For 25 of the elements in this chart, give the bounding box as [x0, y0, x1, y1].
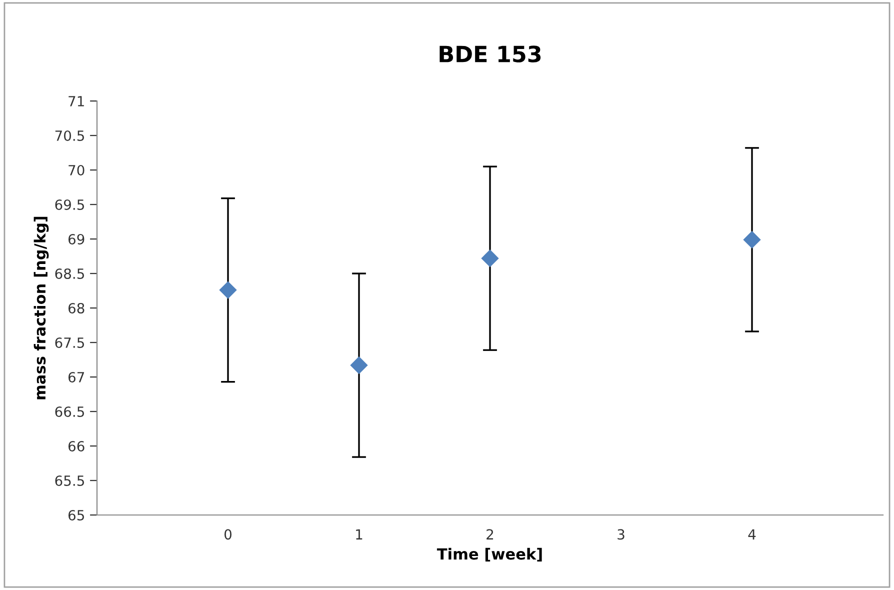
chart-title: BDE 153: [440, 46, 541, 62]
y-tick-label: 65.5: [55, 475, 84, 486]
point: [219, 282, 237, 299]
x-tick-label: 0: [224, 529, 232, 540]
y-tick-label: 70: [68, 164, 84, 176]
y-tick-label: 67: [68, 372, 84, 382]
x-tick-label: 3: [618, 529, 624, 540]
y-axis-title: mass fraction [ng/kg]: [34, 216, 49, 400]
y-tick-label: 68: [68, 302, 84, 314]
y-tick-label: 66: [68, 440, 84, 452]
point: [481, 250, 499, 267]
y-tick-label: 66.5: [55, 406, 84, 417]
x-tick-label: 4: [748, 529, 756, 540]
y-tick-label: 67.5: [55, 337, 84, 348]
point: [743, 231, 761, 248]
x-axis-title: Time [week]: [436, 548, 542, 562]
y-tick-label: 69: [68, 234, 84, 244]
x-tick-label: 1: [356, 529, 362, 540]
y-tick-label: 65: [68, 510, 84, 520]
y-tick-label: 70.5: [55, 130, 84, 141]
y-tick-label: 69.5: [55, 199, 84, 210]
y-tick-label: 71: [68, 96, 84, 106]
x-tick-label: 2: [486, 529, 494, 540]
y-tick-label: 68.5: [55, 268, 84, 279]
point: [350, 356, 368, 374]
